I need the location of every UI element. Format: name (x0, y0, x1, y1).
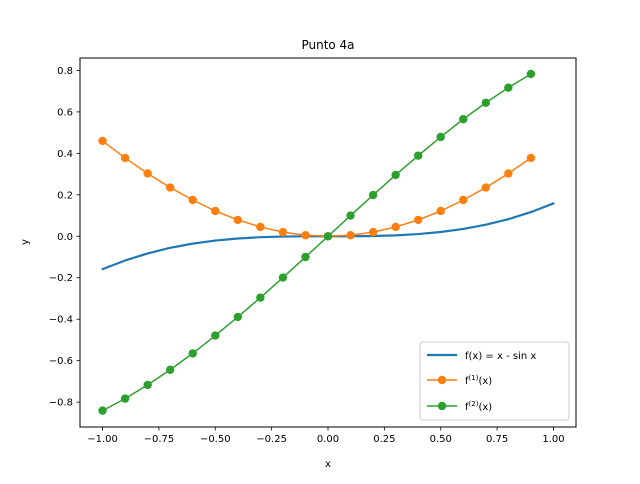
x-axis-label: x (325, 459, 331, 470)
series-f1-point (526, 153, 536, 163)
legend-label-f1: f(1)(x) (465, 374, 492, 387)
series-f1-point (504, 169, 513, 178)
x-tick-label: 0.75 (486, 434, 508, 445)
y-tick-label: 0.0 (57, 232, 73, 243)
x-tick-label: −0.75 (144, 434, 175, 445)
y-tick-label: 0.2 (57, 190, 73, 201)
series-f2-point (98, 406, 107, 415)
series-f2-point (459, 114, 468, 124)
legend-box (419, 341, 570, 421)
series-f1-point (436, 206, 445, 216)
series-f1-point (413, 215, 423, 225)
series-f1-point (233, 215, 243, 225)
series-f2-point (188, 349, 197, 358)
series-f1-point (256, 222, 265, 232)
series-f1-point (98, 136, 107, 146)
series-f2-point (165, 365, 175, 374)
series-f1-point (188, 195, 197, 205)
y-tick-label: 0.6 (57, 107, 73, 118)
y-tick-label: −0.8 (49, 398, 73, 409)
series-f1-point (346, 231, 355, 240)
series-f2-point (323, 232, 333, 241)
legend-label-fx: f(x) = x - sin x (465, 351, 536, 362)
y-axis: −0.8 −0.6 −0.4 −0.2 0.0 0.2 0.4 0.6 0.8 (49, 66, 80, 409)
y-axis-label: y (20, 239, 31, 245)
series-f1-point (391, 222, 400, 232)
legend-label-f2-base: f (465, 402, 469, 413)
y-tick-label: −0.6 (49, 356, 73, 367)
y-tick-label: −0.4 (49, 315, 73, 326)
series-f2-point (346, 211, 355, 220)
series-f1-point (278, 227, 288, 237)
plot-content (98, 69, 555, 415)
x-tick-label: −1.00 (87, 434, 118, 445)
series-f2-point (301, 252, 310, 262)
series-f1-point (211, 206, 220, 216)
series-f1-point (120, 153, 130, 163)
series-f2-point (120, 394, 130, 403)
series-f2-point (481, 98, 491, 107)
legend: f(x) = x - sin x f(1)(x) f(2)(x) (419, 341, 570, 421)
x-tick-label: 0.50 (430, 434, 452, 445)
y-tick-label: −0.2 (49, 273, 73, 284)
legend-label-f2-sup: (2) (469, 400, 479, 408)
legend-marker-f2 (437, 401, 447, 411)
x-tick-label: 1.00 (542, 434, 564, 445)
legend-label-f1-base: f (465, 376, 469, 387)
series-f1-point (368, 227, 378, 237)
x-tick-label: 0.25 (373, 434, 395, 445)
series-f2-point (391, 170, 400, 180)
series-f2-point (368, 190, 378, 200)
legend-label-f1-sup: (1) (469, 374, 479, 382)
chart-title: Punto 4a (301, 38, 354, 52)
series-f2-line (101, 73, 532, 412)
y-tick-label: 0.4 (57, 149, 73, 160)
series-f1-point (481, 183, 491, 192)
series-f1-point (301, 231, 310, 240)
series-f2-point (143, 380, 152, 390)
y-tick-label: 0.8 (57, 66, 73, 77)
x-axis: −1.00 −0.75 −0.50 −0.25 0.00 0.25 0.50 0.75 1.00 (87, 427, 565, 445)
series-f2-point (211, 331, 220, 340)
series-f1-point (143, 169, 152, 178)
x-tick-label: 0.00 (317, 434, 339, 445)
series-f2-point (436, 132, 445, 142)
series-f2-point (504, 83, 513, 92)
legend-label-f2-suffix: (x) (478, 402, 492, 413)
series-f2-point (413, 151, 423, 160)
series-f2-point (256, 293, 265, 302)
x-tick-label: −0.50 (200, 434, 231, 445)
legend-label-f2: f(2)(x) (465, 400, 492, 413)
x-tick-label: −0.25 (256, 434, 287, 445)
legend-label-f1-suffix: (x) (478, 376, 492, 387)
legend-marker-f1 (437, 375, 447, 385)
series-f2-point (233, 312, 243, 322)
series-f1-point (459, 195, 468, 205)
series-f2-point (526, 69, 536, 79)
series-f1-point (165, 183, 175, 192)
series-f2-point (278, 273, 288, 282)
